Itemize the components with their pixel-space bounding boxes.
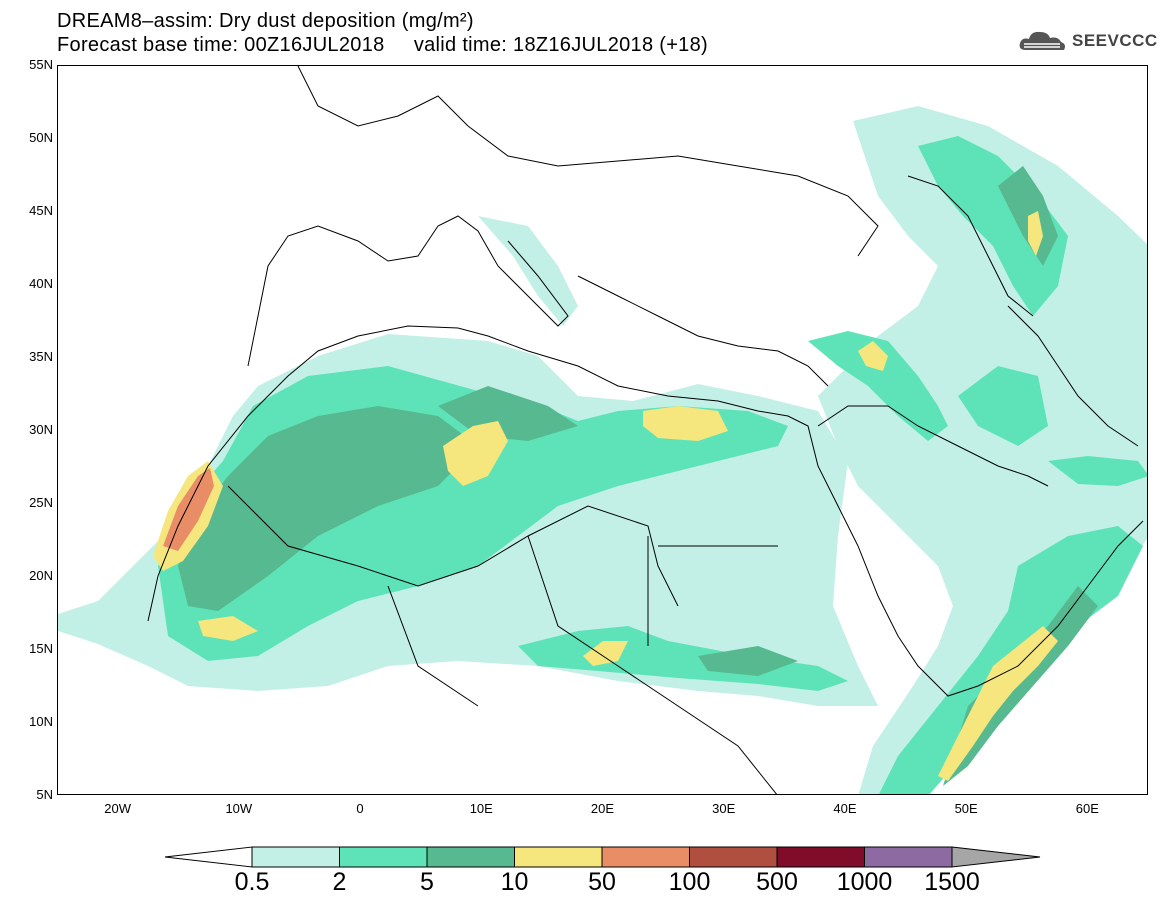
lon-label: 20E: [590, 801, 615, 816]
contour-2-caspian: [918, 136, 1068, 316]
dust-contours: [58, 106, 1147, 794]
map-title: DREAM8–assim: Dry dust deposition (mg/m²…: [57, 10, 474, 32]
lat-label: 25N: [29, 495, 53, 510]
dust-map: [57, 65, 1148, 795]
colorbar-segment: [776, 846, 865, 868]
colorbar-label: 2: [332, 868, 347, 896]
contour-5-horn: [943, 586, 1098, 786]
contour-50-westsahara: [163, 468, 214, 551]
contour-10-caspian: [1028, 211, 1043, 256]
lat-label: 5N: [36, 787, 53, 802]
lat-label: 35N: [29, 349, 53, 364]
lon-label: 40E: [833, 801, 857, 816]
colorbar-label: 5: [420, 868, 434, 896]
colorbar-label: 10: [500, 868, 529, 896]
colorbar-segment: [251, 846, 340, 868]
lon-label: 20W: [104, 801, 131, 816]
lat-label: 15N: [29, 641, 53, 656]
contour-5-sahel: [698, 646, 798, 676]
colorbar-segment: [689, 846, 778, 868]
colorbar-label: 1500: [924, 868, 980, 896]
colorbar-right-arrow: [951, 846, 1041, 868]
coastlines: [147, 66, 1144, 794]
contour-10-libya: [643, 406, 728, 441]
contour-2-sahel: [518, 626, 848, 691]
contour-10-algeria: [443, 421, 508, 486]
forecast-time-line: Forecast base time: 00Z16JUL2018 valid t…: [57, 34, 708, 56]
contour-0.5-east: [818, 106, 1147, 794]
colorbar-label: 50: [588, 868, 616, 896]
lon-label: 0: [356, 801, 364, 816]
lon-label: 10E: [469, 801, 493, 816]
colorbar-segment: [514, 846, 603, 868]
contour-10-horn: [938, 626, 1058, 781]
lat-label: 20N: [29, 568, 53, 583]
seevccc-logo: SEEVCCC: [1018, 26, 1158, 56]
contour-0.5-italy: [478, 216, 578, 326]
colorbar-segment: [864, 846, 953, 868]
lon-label: 60E: [1075, 801, 1099, 816]
colorbar-left-arrow: [164, 846, 253, 868]
lat-label: 45N: [29, 203, 53, 218]
lat-label: 55N: [29, 57, 53, 72]
colorbar-label: 100: [668, 868, 711, 896]
lon-label: 30E: [712, 801, 736, 816]
map-canvas: [58, 66, 1147, 794]
colorbar-label: 500: [756, 868, 798, 896]
contour-2-mesopotamia: [808, 331, 948, 441]
lat-label: 30N: [29, 422, 53, 437]
colorbar-label: 1000: [836, 868, 893, 896]
colorbar-segment: [601, 846, 690, 868]
contour-10-iraq: [858, 341, 888, 371]
lon-label: 10W: [225, 801, 253, 816]
colorbar: [164, 846, 1041, 868]
lon-label: 50E: [954, 801, 978, 816]
contour-5-west: [178, 406, 478, 611]
contour-10-sahel-w: [198, 616, 258, 641]
colorbar-segment: [339, 846, 428, 868]
contour-2-arabia: [958, 366, 1048, 446]
colorbar-label: 0.5: [234, 868, 270, 896]
lat-label: 10N: [29, 714, 53, 729]
lat-label: 40N: [29, 276, 53, 291]
colorbar-segment: [426, 846, 515, 868]
cloud-icon: [1019, 31, 1065, 50]
lat-label: 50N: [29, 130, 53, 145]
contour-2-gulf: [1048, 456, 1147, 486]
logo-text: SEEVCCC: [1072, 31, 1158, 50]
contour-10-sudan: [583, 641, 628, 666]
